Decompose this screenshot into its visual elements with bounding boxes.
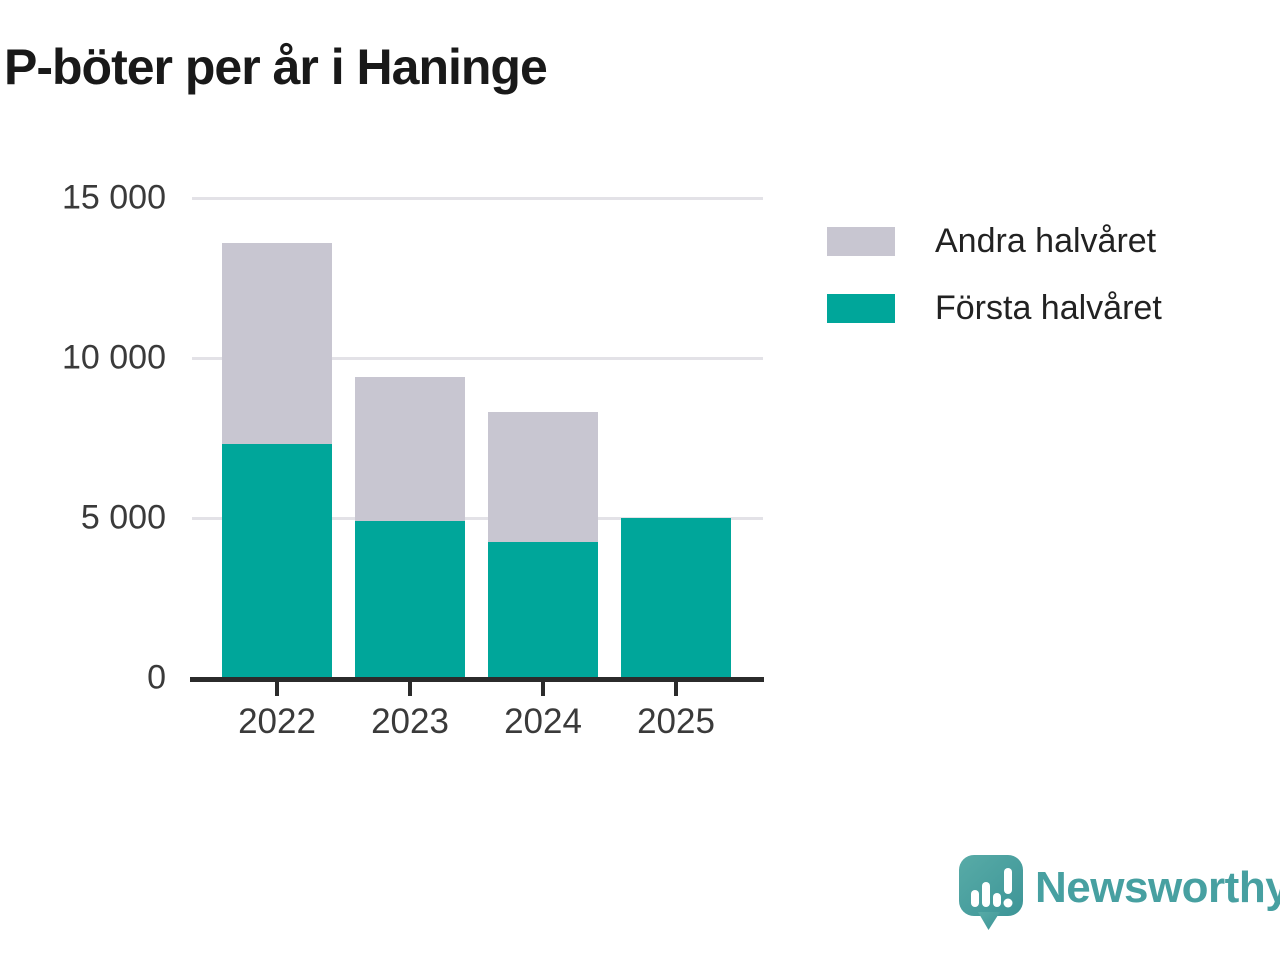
x-axis-tick-label: 2023	[371, 702, 449, 741]
legend-item: Andra halvåret	[827, 222, 1162, 261]
y-axis-tick-label: 10 000	[62, 338, 166, 377]
legend-label: Första halvåret	[935, 289, 1162, 327]
x-axis-tick-2022	[275, 681, 279, 696]
gridline-15000	[192, 197, 763, 200]
gridline-10000	[192, 357, 763, 360]
y-axis-tick-label: 15 000	[62, 178, 166, 217]
y-axis-tick-label: 5 000	[80, 498, 166, 537]
newsworthy-branding: Newsworthy	[959, 855, 1280, 931]
gridline-5000	[192, 517, 763, 520]
x-axis-line	[190, 677, 764, 682]
legend-swatch-icon	[827, 227, 895, 256]
bar-2022-second-half	[222, 242, 332, 445]
x-axis-tick-2025	[674, 681, 678, 696]
bar-2023-second-half	[355, 377, 465, 522]
x-axis-tick-2023	[408, 681, 412, 696]
y-axis-tick-label: 0	[147, 658, 166, 697]
bar-2024-first-half	[488, 542, 598, 678]
newsworthy-logo-icon	[959, 855, 1023, 930]
legend-swatch-icon	[827, 294, 895, 323]
x-axis-tick-2024	[541, 681, 545, 696]
x-axis-tick-label: 2024	[504, 702, 582, 741]
legend-label: Andra halvåret	[935, 222, 1157, 260]
newsworthy-logo-text: Newsworthy	[1035, 863, 1280, 912]
legend: Andra halvåret Första halvåret	[827, 222, 1162, 356]
bar-2023-first-half	[355, 521, 465, 678]
bar-2022-first-half	[222, 444, 332, 678]
bar-2025-first-half	[621, 518, 731, 678]
x-axis-tick-label: 2022	[238, 702, 316, 741]
bar-2024-second-half	[488, 412, 598, 542]
chart-title: P-böter per år i Haninge	[4, 39, 548, 95]
legend-item: Första halvåret	[827, 289, 1162, 328]
x-axis-tick-label: 2025	[637, 702, 715, 741]
